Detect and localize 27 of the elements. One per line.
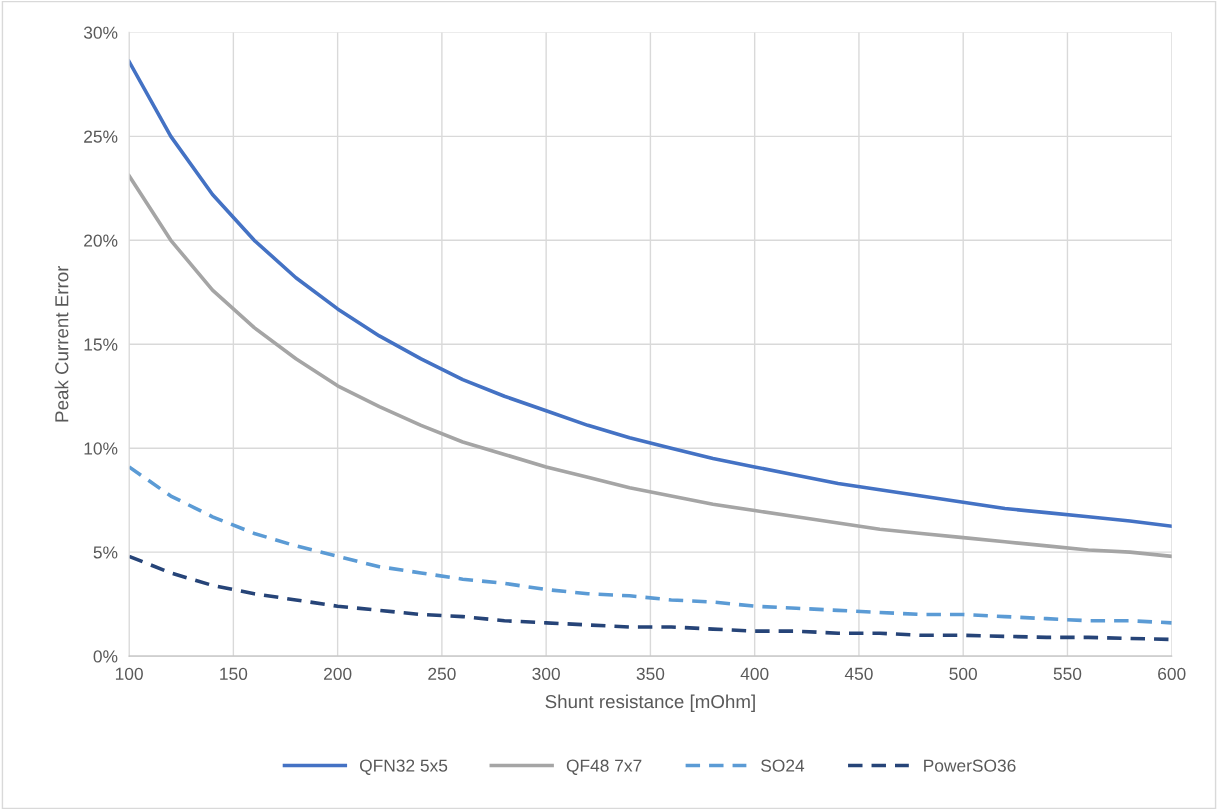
legend-label: SO24	[761, 759, 805, 772]
x-axis-title: Shunt resistance [mOhm]	[545, 694, 755, 712]
x-tick-label: 600	[1158, 667, 1186, 680]
x-tick-label: 150	[220, 667, 248, 680]
x-tick-label: 550	[1053, 667, 1082, 680]
y-tick-label: 0%	[93, 650, 118, 663]
x-tick-label: 250	[428, 667, 456, 680]
x-tick-label: 200	[324, 667, 352, 680]
x-tick-label: 500	[949, 667, 977, 680]
y-tick-label: 5%	[93, 546, 118, 559]
x-tick-label: 300	[532, 667, 560, 680]
x-tick-label: 100	[115, 667, 143, 680]
y-tick-label: 20%	[84, 234, 118, 247]
y-tick-label: 15%	[84, 338, 118, 351]
x-tick-label: 400	[740, 667, 769, 680]
line-series	[129, 59, 1172, 528]
line-series	[129, 465, 1172, 625]
legend-label: QFN32 5x5	[359, 759, 448, 775]
y-tick-label: 25%	[84, 130, 118, 143]
x-tick-label: 450	[844, 667, 873, 680]
legend-label: PowerSO36	[924, 759, 1016, 772]
legend-label: QF48 7x7	[566, 759, 642, 775]
x-tick-label: 350	[636, 667, 665, 680]
y-tick-label: 30%	[83, 26, 118, 39]
y-axis-title: Peak Current Error	[54, 265, 69, 422]
line-series	[129, 174, 1172, 559]
y-tick-label: 10%	[84, 442, 118, 455]
